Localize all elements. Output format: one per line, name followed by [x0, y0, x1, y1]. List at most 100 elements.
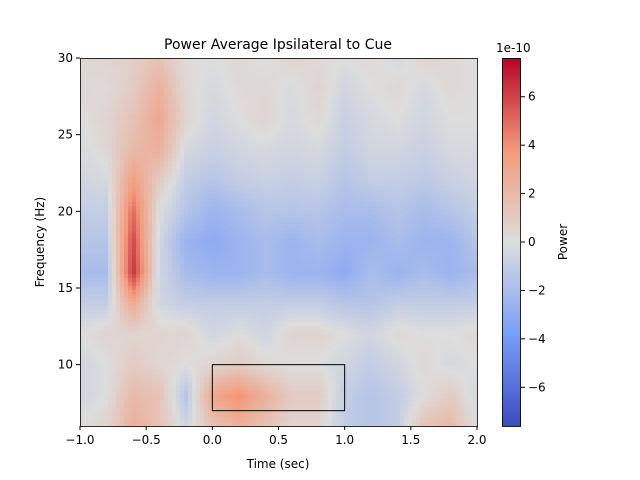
heatmap-cell: [188, 62, 193, 67]
heatmap-cell: [368, 238, 373, 243]
heatmap-cell: [132, 86, 137, 91]
heatmap-cell: [308, 230, 313, 235]
heatmap-cell: [440, 238, 445, 243]
heatmap-cell: [272, 166, 277, 171]
heatmap-cell: [464, 174, 469, 179]
heatmap-cell: [448, 178, 453, 183]
heatmap-cell: [336, 198, 341, 203]
heatmap-cell: [392, 246, 397, 251]
heatmap-cell: [176, 234, 181, 239]
heatmap-cell: [128, 238, 133, 243]
heatmap-cell: [268, 250, 273, 255]
heatmap-cell: [236, 230, 241, 235]
heatmap-cell: [268, 62, 273, 67]
heatmap-cell: [252, 70, 257, 75]
heatmap-cell: [136, 126, 141, 131]
heatmap-cell: [312, 182, 317, 187]
heatmap-cell: [244, 86, 249, 91]
heatmap-cell: [216, 214, 221, 219]
heatmap-cell: [92, 158, 97, 163]
heatmap-cell: [108, 74, 113, 79]
heatmap-cell: [316, 166, 321, 171]
heatmap-cell: [216, 86, 221, 91]
heatmap-cell: [196, 78, 201, 83]
heatmap-cell: [316, 102, 321, 107]
heatmap-cell: [156, 194, 161, 199]
heatmap-cell: [384, 174, 389, 179]
heatmap-cell: [216, 126, 221, 131]
heatmap-cell: [392, 134, 397, 139]
heatmap-cell: [360, 166, 365, 171]
heatmap-cell: [80, 102, 85, 107]
heatmap-cell: [224, 230, 229, 235]
heatmap-cell: [424, 230, 429, 235]
heatmap-cell: [192, 250, 197, 255]
heatmap-cell: [164, 114, 169, 119]
heatmap-cell: [164, 198, 169, 203]
heatmap-cell: [176, 66, 181, 71]
heatmap-cell: [268, 194, 273, 199]
heatmap-cell: [240, 150, 245, 155]
heatmap-cell: [320, 142, 325, 147]
heatmap-cell: [288, 190, 293, 195]
heatmap-cell: [460, 222, 465, 227]
heatmap-cell: [136, 146, 141, 151]
heatmap-cell: [392, 174, 397, 179]
heatmap-cell: [436, 246, 441, 251]
heatmap-cell: [216, 90, 221, 95]
heatmap-cell: [172, 222, 177, 227]
heatmap-cell: [112, 202, 117, 207]
heatmap-cell: [444, 190, 449, 195]
heatmap-cell: [200, 234, 205, 239]
heatmap-cell: [400, 118, 405, 123]
heatmap-cell: [236, 78, 241, 83]
heatmap-cell: [280, 134, 285, 139]
heatmap-cell: [328, 206, 333, 211]
heatmap-cell: [376, 90, 381, 95]
heatmap-cell: [436, 234, 441, 239]
heatmap-cell: [376, 166, 381, 171]
heatmap-cell: [416, 222, 421, 227]
heatmap-cell: [180, 210, 185, 215]
heatmap-cell: [224, 102, 229, 107]
heatmap-cell: [388, 74, 393, 79]
heatmap-cell: [124, 250, 129, 255]
heatmap-cell: [340, 66, 345, 71]
heatmap-cell: [352, 110, 357, 115]
heatmap-cell: [108, 162, 113, 167]
heatmap-cell: [380, 162, 385, 167]
heatmap-cell: [468, 202, 473, 207]
heatmap-cell: [472, 198, 477, 203]
heatmap-cell: [140, 238, 145, 243]
heatmap-cell: [160, 114, 165, 119]
heatmap-cell: [180, 206, 185, 211]
heatmap-cell: [124, 194, 129, 199]
heatmap-cell: [288, 110, 293, 115]
heatmap-cell: [220, 122, 225, 127]
heatmap-cell: [384, 198, 389, 203]
heatmap-cell: [356, 142, 361, 147]
heatmap-cell: [388, 226, 393, 231]
heatmap-cell: [472, 158, 477, 163]
heatmap-cell: [264, 174, 269, 179]
heatmap-cell: [140, 218, 145, 223]
heatmap-cell: [420, 142, 425, 147]
heatmap-cell: [384, 86, 389, 91]
heatmap-cell: [164, 250, 169, 255]
heatmap-cell: [292, 66, 297, 71]
heatmap-cell: [292, 94, 297, 99]
heatmap-cell: [288, 194, 293, 199]
heatmap-cell: [400, 70, 405, 75]
heatmap-cell: [432, 182, 437, 187]
heatmap-cell: [444, 222, 449, 227]
heatmap-cell: [432, 222, 437, 227]
heatmap-cell: [432, 150, 437, 155]
heatmap-cell: [196, 118, 201, 123]
heatmap-cell: [128, 94, 133, 99]
heatmap-cell: [264, 86, 269, 91]
heatmap-cell: [428, 202, 433, 207]
heatmap-cell: [124, 146, 129, 151]
heatmap-cell: [292, 106, 297, 111]
heatmap-cell: [232, 166, 237, 171]
heatmap-cell: [296, 158, 301, 163]
